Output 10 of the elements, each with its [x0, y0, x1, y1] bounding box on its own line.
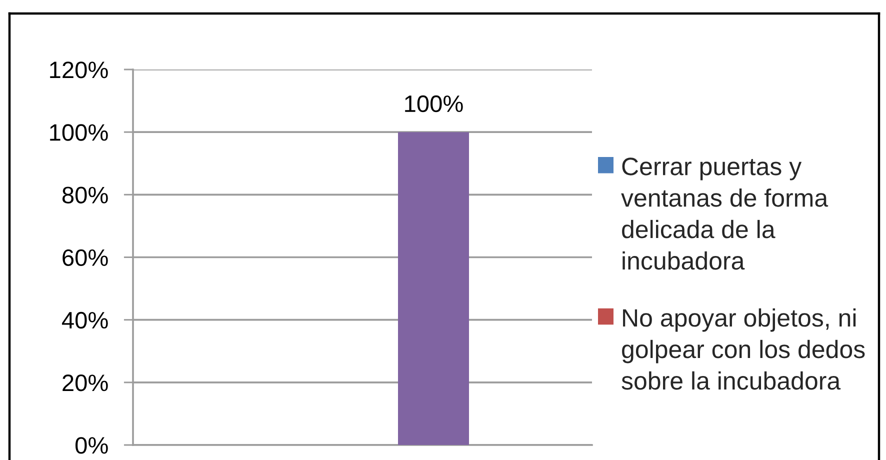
- y-tick-label: 40%: [62, 312, 108, 329]
- y-tick-label: 60%: [62, 249, 108, 266]
- y-tick-label: 0%: [75, 437, 108, 454]
- legend-label: Cerrar puertas y ventanas de forma delicada de la incubadora: [621, 158, 828, 270]
- y-tick-label: 20%: [62, 374, 108, 392]
- y-tick-label: 100%: [50, 124, 108, 141]
- data-label: 100%: [405, 95, 463, 112]
- y-tick-label: 80%: [62, 186, 108, 204]
- y-tick-label: 120%: [50, 62, 108, 78]
- legend-label: No apoyar objetos, ni golpear con los dedos sobre la incubadora: [622, 308, 865, 390]
